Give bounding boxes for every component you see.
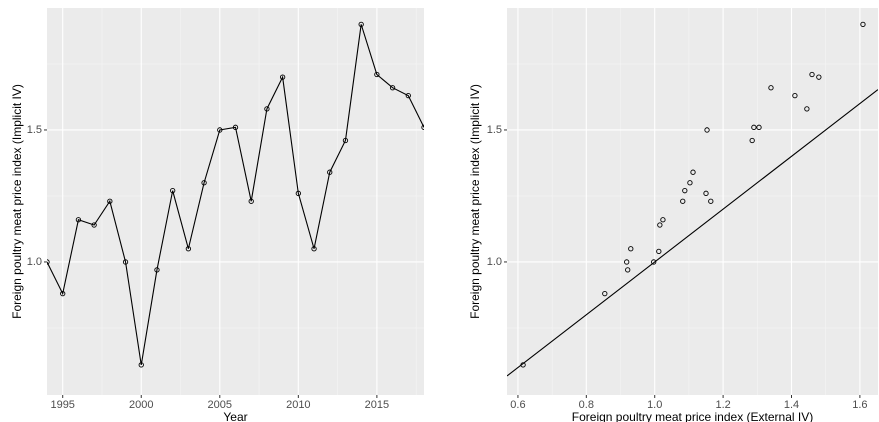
- x-tick-label: 1995: [50, 399, 74, 411]
- data-point: [687, 180, 693, 186]
- data-point: [342, 137, 349, 144]
- x-axis-title: Year: [223, 410, 247, 422]
- x-tick-label: 1.6: [852, 399, 867, 411]
- data-point: [657, 222, 663, 228]
- data-point: [47, 259, 50, 265]
- x-tick-label: 1.4: [784, 399, 799, 411]
- data-point: [625, 267, 631, 273]
- y-tick-label: 1.0: [27, 256, 42, 268]
- data-point: [358, 21, 364, 28]
- y-axis-title: Foreign poultry meat price index (Implic…: [468, 84, 482, 319]
- data-point: [628, 246, 634, 252]
- reference-line: [507, 89, 878, 377]
- data-point: [311, 246, 317, 252]
- x-tick-label: 0.6: [510, 399, 525, 411]
- data-point: [708, 198, 714, 204]
- data-point: [295, 190, 301, 196]
- x-axis-title: Foreign poultry meat price index (Extern…: [572, 410, 813, 422]
- data-point: [768, 85, 774, 91]
- data-point: [421, 124, 424, 130]
- panel-background: [47, 8, 424, 395]
- data-point: [749, 137, 755, 144]
- data-point: [704, 127, 710, 133]
- data-point: [690, 169, 696, 175]
- data-point: [809, 71, 815, 78]
- data-point: [624, 259, 630, 265]
- x-tick-label: 2015: [365, 399, 389, 411]
- data-point: [217, 127, 223, 133]
- data-point: [405, 92, 411, 99]
- data-point: [154, 267, 160, 273]
- data-point: [520, 362, 526, 368]
- y-tick-label: 1.5: [27, 124, 42, 136]
- x-tick-label: 2005: [208, 399, 232, 411]
- data-point: [651, 259, 657, 265]
- data-point: [170, 188, 176, 194]
- data-point: [201, 180, 207, 186]
- data-point: [389, 85, 396, 91]
- data-point: [248, 198, 254, 204]
- data-point: [60, 290, 66, 297]
- data-point: [602, 290, 608, 297]
- data-point: [279, 74, 286, 80]
- data-point: [792, 92, 798, 99]
- data-point: [816, 74, 822, 80]
- x-tick-label: 1.0: [647, 399, 662, 411]
- data-point: [756, 124, 762, 130]
- x-tick-label: 2000: [129, 399, 153, 411]
- data-line: [47, 24, 424, 365]
- data-point: [751, 124, 757, 130]
- data-point: [91, 222, 97, 228]
- y-tick-label: 1.5: [487, 124, 502, 136]
- x-tick-label: 1.2: [715, 399, 730, 411]
- data-point: [660, 217, 666, 223]
- data-point: [656, 248, 662, 255]
- data-point: [185, 246, 192, 252]
- data-point: [264, 106, 270, 112]
- data-point: [122, 259, 129, 265]
- data-point: [107, 198, 113, 204]
- data-point: [138, 362, 144, 368]
- panel-background: [507, 8, 878, 395]
- data-point: [75, 217, 82, 223]
- x-tick-label: 0.8: [579, 399, 594, 411]
- y-tick-label: 1.0: [487, 256, 502, 268]
- data-point: [680, 198, 686, 204]
- y-axis-title: Foreign poultry meat price index (Implic…: [10, 84, 24, 319]
- data-point: [232, 124, 239, 130]
- data-point: [860, 21, 866, 28]
- data-point: [327, 169, 333, 175]
- data-point: [703, 190, 709, 196]
- x-tick-label: 2010: [286, 399, 310, 411]
- data-point: [374, 71, 380, 78]
- data-point: [804, 106, 810, 112]
- data-point: [682, 188, 688, 194]
